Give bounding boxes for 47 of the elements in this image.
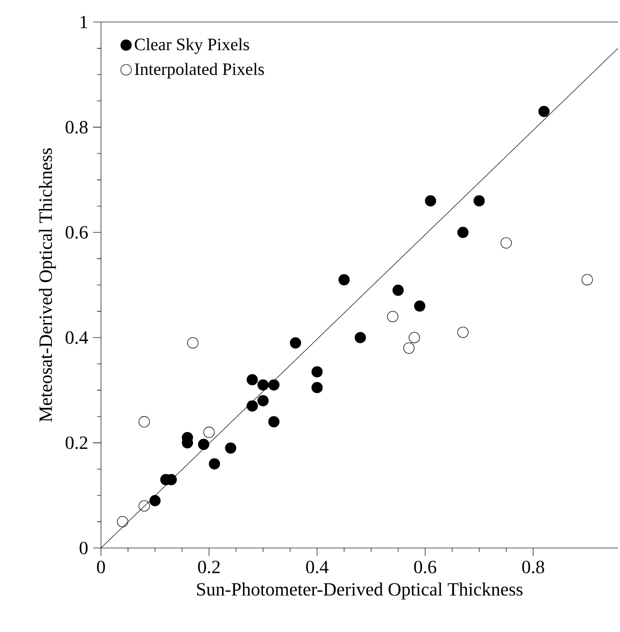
point <box>474 195 485 206</box>
y-tick-label: 0.4 <box>66 331 88 344</box>
point <box>403 342 415 354</box>
x-tick-label: 0.2 <box>198 560 220 574</box>
point <box>246 374 258 386</box>
point <box>203 426 215 438</box>
x-tick-label: 0 <box>97 560 105 574</box>
y-tick-label: 0.2 <box>66 436 88 450</box>
point <box>408 332 420 344</box>
y-tick-label: 0.8 <box>66 120 88 134</box>
point <box>257 395 269 406</box>
legend-label: Clear Sky Pixels <box>134 38 250 54</box>
point <box>311 366 323 378</box>
point <box>354 332 366 344</box>
point <box>268 416 280 428</box>
point <box>500 237 512 249</box>
y-axis-title: Meteosat-Derived Optical Thickness <box>38 148 56 422</box>
point <box>268 379 280 391</box>
point <box>582 274 593 286</box>
y-tick-label: 1 <box>80 16 88 28</box>
x-axis-title: Sun-Photometer-Derived Optical Thickness <box>197 582 522 600</box>
point <box>457 326 469 338</box>
point <box>149 495 161 506</box>
point <box>387 310 398 322</box>
point <box>187 337 198 348</box>
point <box>538 106 550 118</box>
point <box>117 516 128 528</box>
point <box>246 400 258 412</box>
point <box>424 195 436 206</box>
x-tick-label: 0.6 <box>414 560 436 574</box>
legend-label: Interpolated Pixels <box>134 62 264 79</box>
point <box>138 416 150 428</box>
point <box>208 458 220 470</box>
x-tick-label: 0.8 <box>522 560 544 574</box>
y-tick-label: 0.6 <box>66 226 88 239</box>
y-tick-label: 0 <box>80 542 88 554</box>
point <box>138 500 150 512</box>
point <box>457 226 469 238</box>
point <box>257 379 269 391</box>
x-tick-label: 0.4 <box>306 560 328 574</box>
point <box>414 300 426 312</box>
point <box>198 438 210 450</box>
point <box>225 442 236 454</box>
point <box>311 382 323 394</box>
point <box>338 274 350 286</box>
point <box>392 284 404 296</box>
point <box>290 337 302 348</box>
